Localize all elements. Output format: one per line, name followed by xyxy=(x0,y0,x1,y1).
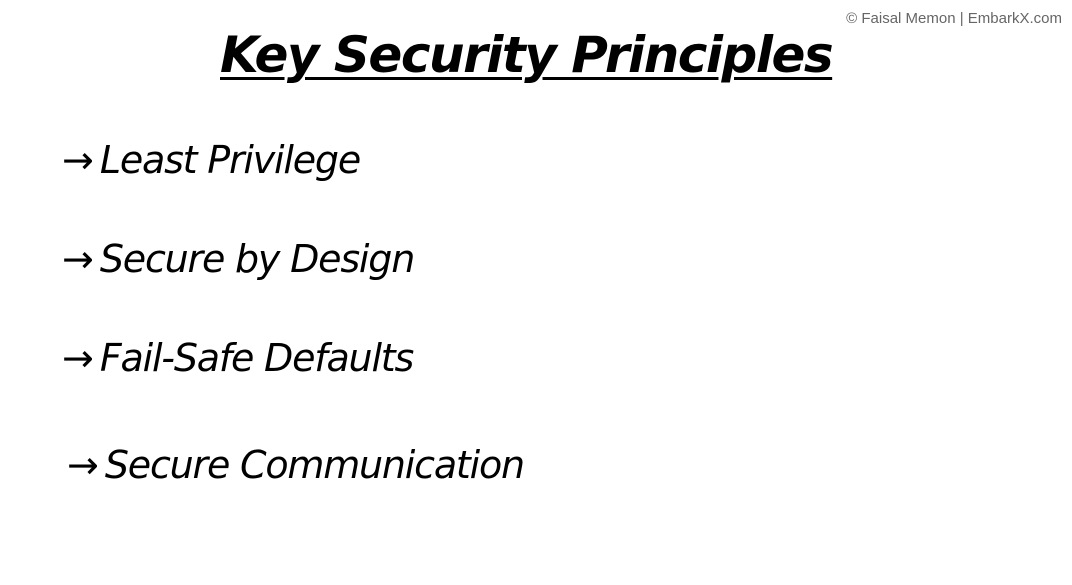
bullet-label: Secure by Design xyxy=(99,237,415,281)
bullet-secure-communication: → Secure Communication xyxy=(67,443,525,487)
right-arrow-icon: → xyxy=(62,237,94,281)
right-arrow-icon: → xyxy=(67,443,99,487)
copyright-notice: © Faisal Memon | EmbarkX.com xyxy=(846,10,1062,27)
bullet-label: Secure Communication xyxy=(104,443,525,487)
bullet-secure-by-design: → Secure by Design xyxy=(62,237,415,281)
right-arrow-icon: → xyxy=(62,336,94,380)
right-arrow-icon: → xyxy=(62,138,94,182)
bullet-fail-safe-defaults: → Fail-Safe Defaults xyxy=(62,336,414,380)
bullet-label: Fail-Safe Defaults xyxy=(99,336,414,380)
slide-title: Key Security Principles xyxy=(220,26,834,84)
bullet-least-privilege: → Least Privilege xyxy=(62,138,361,182)
bullet-label: Least Privilege xyxy=(99,138,361,182)
